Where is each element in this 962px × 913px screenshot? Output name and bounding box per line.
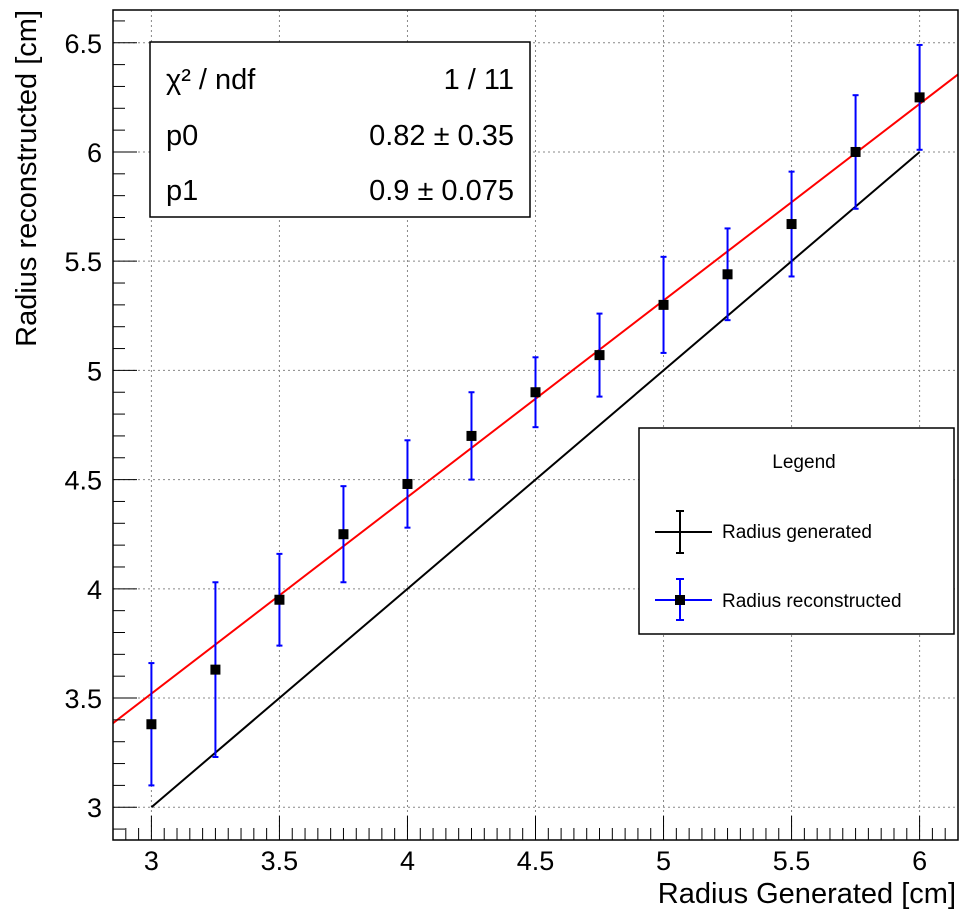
stats-label-chi2: χ² / ndf [166,64,256,96]
stats-box-frame [149,41,531,218]
y-axis-label: Radius reconstructed [cm] [11,10,43,347]
x-tick-label: 3 [144,846,159,876]
series-layer [146,43,925,808]
y-tick-label: 6 [87,138,102,168]
legend-marker-reconstructed [675,595,685,605]
data-point [722,269,733,280]
x-tick-label: 4.5 [517,846,555,876]
axis-ticks [112,20,959,840]
data-point [402,478,413,489]
stats-value-p1: 0.9 ± 0.075 [369,175,514,207]
stats-label-p0: p0 [166,120,198,152]
y-tick-label: 5 [87,356,102,386]
data-point [210,664,221,675]
x-tick-label: 4 [400,846,415,876]
y-tick-label: 6.5 [64,29,102,59]
y-tick-label: 3 [87,793,102,823]
y-tick-label: 3.5 [64,684,102,714]
data-point [146,719,157,730]
stats-value-chi2: 1 / 11 [444,64,514,96]
legend: Legend Radius generated Radius reconstru… [638,427,955,635]
legend-entry-radius-reconstructed: Radius reconstructed [655,578,902,621]
data-point [466,430,477,441]
data-point [530,387,541,398]
data-point [338,529,349,540]
y-tick-label: 4 [87,575,102,605]
data-point [850,146,861,157]
y-tick-label: 5.5 [64,247,102,277]
data-point [594,350,605,361]
tick-labels: 3 3.5 4 4.5 5 5.5 6 3 3.5 4 4.5 5 5.5 6 6.5 [64,29,927,876]
data-point [658,299,669,310]
legend-entry-radius-generated: Radius generated [655,510,872,554]
x-tick-label: 5.5 [773,846,811,876]
stats-label-p1: p1 [166,175,198,207]
data-point [786,219,797,230]
data-point [914,92,925,103]
x-tick-label: 3.5 [261,846,299,876]
x-tick-label: 6 [912,846,927,876]
legend-label-reconstructed: Radius reconstructed [722,591,902,612]
y-tick-label: 4.5 [64,466,102,496]
legend-title: Legend [772,452,835,473]
data-point [274,594,285,605]
stats-value-p0: 0.82 ± 0.35 [369,120,514,152]
fit-stats-box: χ² / ndf 1 / 11 p0 0.82 ± 0.35 p1 0.9 ± … [149,41,531,218]
legend-label-generated: Radius generated [722,522,872,543]
x-axis-label: Radius Generated [cm] [658,878,956,910]
x-tick-label: 5 [656,846,671,876]
